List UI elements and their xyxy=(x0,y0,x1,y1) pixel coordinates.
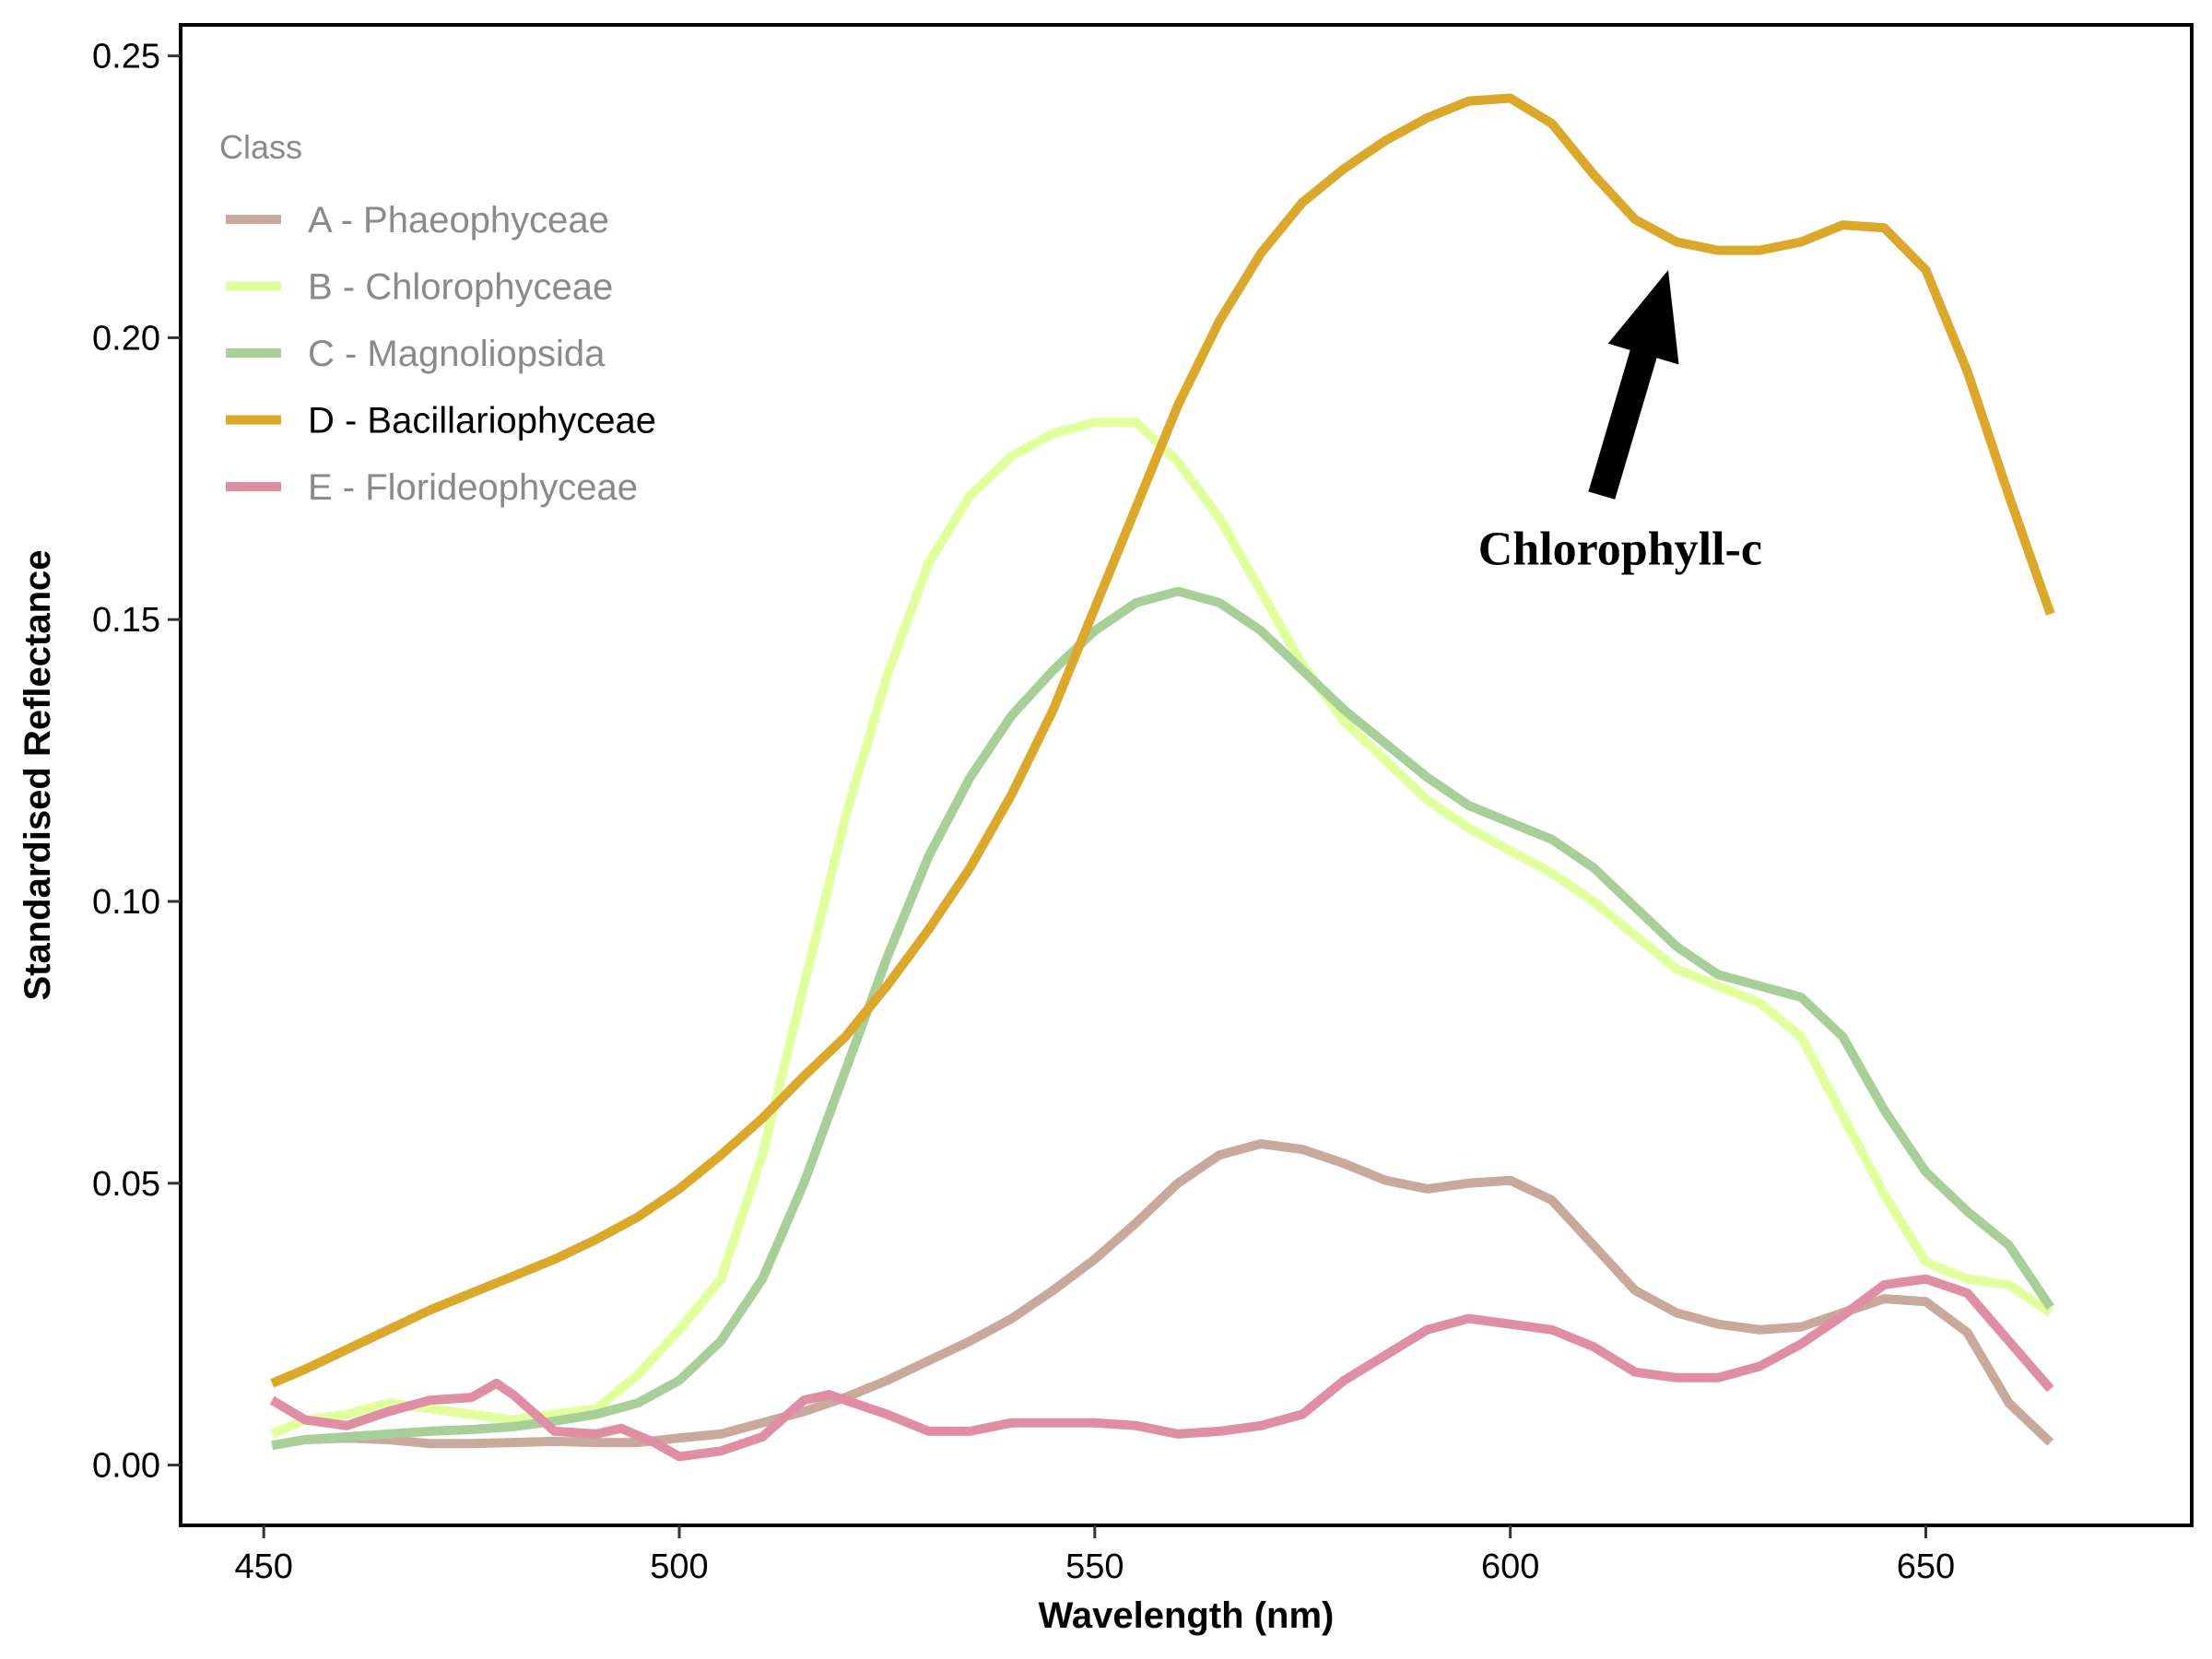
series-line-d xyxy=(270,93,2055,1388)
x-tick-label: 550 xyxy=(1065,1547,1124,1586)
series-line-c xyxy=(271,586,2054,1451)
y-axis-title: Standardised Reflectance xyxy=(18,549,58,1000)
legend: Class A - Phaeophyceae B - Chlorophyceae C… xyxy=(219,128,656,508)
y-tick-label: 0.25 xyxy=(92,38,160,76)
y-tick-label: 0.15 xyxy=(92,601,160,640)
x-tick-label: 600 xyxy=(1481,1547,1539,1586)
x-axis-title: Wavelength (nm) xyxy=(1039,1595,1335,1636)
x-axis: 450 500 550 600 650 xyxy=(234,1525,1955,1586)
legend-label: D - Bacillariophyceae xyxy=(308,401,656,441)
legend-items: A - Phaeophyceae B - Chlorophyceae C - Mag… xyxy=(226,200,656,508)
annotation-layer: Chlorophyll-c xyxy=(1478,270,1762,576)
y-tick-label: 0.10 xyxy=(92,883,160,922)
legend-label: B - Chlorophyceae xyxy=(308,267,613,308)
legend-title: Class xyxy=(219,128,302,166)
plot-frame xyxy=(179,23,2194,1527)
x-tick-label: 500 xyxy=(650,1547,708,1586)
legend-label: E - Florideophyceae xyxy=(308,467,638,508)
x-tick-label: 450 xyxy=(234,1547,292,1586)
series-line-a xyxy=(271,1139,2054,1451)
chlorophyll-c-annotation: Chlorophyll-c xyxy=(1478,524,1762,576)
chlorophyll-c-arrow xyxy=(1588,270,1679,500)
series-line-e xyxy=(269,1274,2054,1462)
series-layer xyxy=(269,93,2055,1462)
y-axis: 0.00 0.05 0.10 0.15 0.20 0.25 xyxy=(92,38,181,1486)
series-line-b xyxy=(270,418,2053,1439)
legend-label: C - Magnoliopsida xyxy=(308,334,606,374)
x-tick-label: 650 xyxy=(1897,1547,1955,1586)
legend-label: A - Phaeophyceae xyxy=(308,200,609,241)
y-tick-label: 0.20 xyxy=(92,319,160,358)
y-tick-label: 0.00 xyxy=(92,1447,160,1486)
y-tick-label: 0.05 xyxy=(92,1165,160,1204)
